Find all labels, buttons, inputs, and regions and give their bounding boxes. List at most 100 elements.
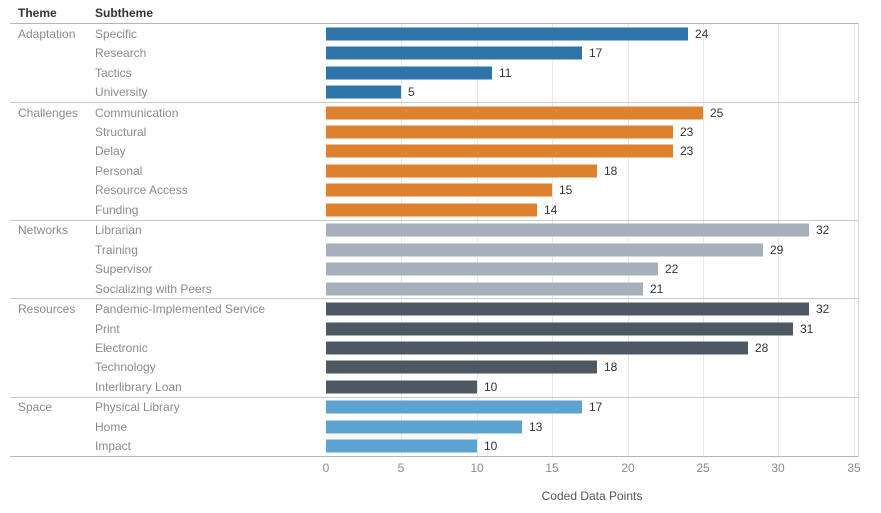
value-label: 29 bbox=[770, 242, 784, 257]
bar[interactable] bbox=[326, 262, 658, 276]
value-label: 22 bbox=[665, 262, 679, 277]
value-label: 10 bbox=[484, 379, 498, 394]
bar[interactable] bbox=[326, 360, 597, 374]
table-row: Resources Pandemic-Implemented Service 32 bbox=[10, 299, 858, 318]
theme-label: Space bbox=[18, 400, 53, 415]
value-label: 17 bbox=[589, 400, 603, 415]
plot-right-border bbox=[858, 23, 859, 457]
subtheme-label: Socializing with Peers bbox=[95, 281, 212, 296]
table-row: Funding 14 bbox=[10, 200, 858, 219]
table-row: Delay 23 bbox=[10, 142, 858, 161]
table-row: Training 29 bbox=[10, 240, 858, 259]
bar[interactable] bbox=[326, 341, 748, 355]
subtheme-label: Supervisor bbox=[95, 262, 153, 277]
value-label: 28 bbox=[755, 340, 769, 355]
bar[interactable] bbox=[326, 27, 688, 41]
bar[interactable] bbox=[326, 85, 401, 99]
x-axis-tick-label: 0 bbox=[322, 461, 330, 475]
bar[interactable] bbox=[326, 380, 477, 394]
x-axis-title: Coded Data Points bbox=[541, 489, 643, 503]
value-label: 23 bbox=[680, 124, 694, 139]
bar[interactable] bbox=[326, 400, 582, 414]
bar[interactable] bbox=[326, 420, 522, 434]
theme-label: Adaptation bbox=[18, 26, 76, 41]
theme-label: Networks bbox=[18, 223, 69, 238]
value-label: 32 bbox=[816, 223, 830, 238]
table-row: Electronic 28 bbox=[10, 338, 858, 357]
subtheme-label: Home bbox=[95, 419, 128, 434]
theme-group: Challenges Communication 25 Structural 23 Del… bbox=[10, 103, 858, 221]
value-label: 21 bbox=[650, 281, 664, 296]
bar[interactable] bbox=[326, 203, 537, 217]
table-row: Networks Librarian 32 bbox=[10, 221, 858, 240]
table-row: University 5 bbox=[10, 82, 858, 101]
value-label: 31 bbox=[800, 321, 814, 336]
x-axis-tick-label: 25 bbox=[696, 461, 710, 475]
table-row: Personal 18 bbox=[10, 161, 858, 180]
value-label: 23 bbox=[680, 144, 694, 159]
value-label: 15 bbox=[559, 183, 573, 198]
subtheme-label: Resource Access bbox=[95, 183, 188, 198]
subtheme-label: Pandemic-Implemented Service bbox=[95, 302, 266, 317]
bar[interactable] bbox=[326, 164, 597, 178]
table-row: Tactics 11 bbox=[10, 63, 858, 82]
table-row: Technology 18 bbox=[10, 358, 858, 377]
subtheme-label: Communication bbox=[95, 105, 179, 120]
value-label: 5 bbox=[408, 85, 415, 100]
subtheme-label: University bbox=[95, 85, 148, 100]
x-axis-tick-label: 15 bbox=[545, 461, 559, 475]
table-row: Structural 23 bbox=[10, 122, 858, 141]
table-row: Print 31 bbox=[10, 319, 858, 338]
subtheme-label: Specific bbox=[95, 26, 138, 41]
bar[interactable] bbox=[326, 183, 552, 197]
table-row: Challenges Communication 25 bbox=[10, 103, 858, 122]
bar[interactable] bbox=[326, 282, 643, 296]
bar[interactable] bbox=[326, 223, 809, 237]
subtheme-label: Impact bbox=[95, 439, 132, 454]
subtheme-label: Research bbox=[95, 46, 147, 61]
value-label: 14 bbox=[544, 202, 558, 217]
bar[interactable] bbox=[326, 439, 477, 453]
rows: Adaptation Specific 24 Research 17 Tactics 11 U… bbox=[10, 23, 858, 457]
subtheme-label: Tactics bbox=[95, 65, 132, 80]
subtheme-label: Electronic bbox=[95, 340, 148, 355]
theme-group: Resources Pandemic-Implemented Service 32 P… bbox=[10, 299, 858, 398]
theme-group: Adaptation Specific 24 Research 17 Tactics 11 U… bbox=[10, 24, 858, 103]
value-label: 11 bbox=[499, 65, 512, 80]
table-row: Interlibrary Loan 10 bbox=[10, 377, 858, 396]
table-row: Home 13 bbox=[10, 417, 858, 436]
table-row: Space Physical Library 17 bbox=[10, 398, 858, 417]
value-label: 18 bbox=[604, 360, 618, 375]
theme-column-header: Theme bbox=[18, 6, 57, 20]
bar[interactable] bbox=[326, 46, 582, 60]
subtheme-label: Librarian bbox=[95, 223, 142, 238]
bar[interactable] bbox=[326, 106, 703, 120]
value-label: 24 bbox=[695, 26, 709, 41]
theme-group: Networks Librarian 32 Training 29 Supervisor 2… bbox=[10, 221, 858, 300]
subtheme-label: Structural bbox=[95, 124, 147, 139]
value-label: 10 bbox=[484, 439, 498, 454]
x-axis-tick-label: 35 bbox=[847, 461, 861, 475]
x-axis-tick-label: 20 bbox=[621, 461, 635, 475]
subtheme-label: Training bbox=[95, 242, 138, 257]
bar[interactable] bbox=[326, 66, 492, 80]
table-row: Research 17 bbox=[10, 43, 858, 62]
table-row: Resource Access 15 bbox=[10, 181, 858, 200]
theme-label: Challenges bbox=[18, 105, 79, 120]
table-row: Adaptation Specific 24 bbox=[10, 24, 858, 43]
bar[interactable] bbox=[326, 125, 673, 139]
bar[interactable] bbox=[326, 322, 793, 336]
bar[interactable] bbox=[326, 243, 763, 257]
bar[interactable] bbox=[326, 144, 673, 158]
value-label: 25 bbox=[710, 105, 724, 120]
subtheme-label: Delay bbox=[95, 144, 126, 159]
x-axis-tick-label: 30 bbox=[771, 461, 785, 475]
value-label: 13 bbox=[529, 419, 543, 434]
x-axis-tick-label: 10 bbox=[470, 461, 484, 475]
bar[interactable] bbox=[326, 302, 809, 316]
subtheme-label: Funding bbox=[95, 202, 139, 217]
value-label: 32 bbox=[816, 302, 830, 317]
subtheme-label: Personal bbox=[95, 163, 143, 178]
subtheme-column-header: Subtheme bbox=[95, 6, 154, 20]
